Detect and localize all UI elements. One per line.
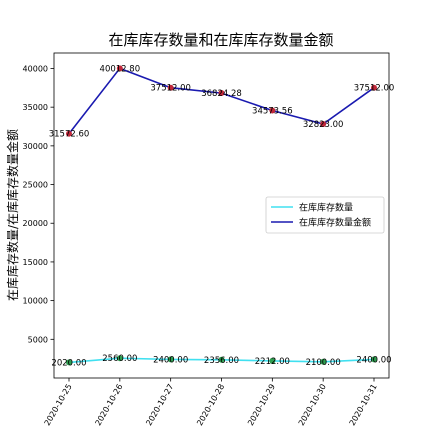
data-label: 31572.60 bbox=[49, 130, 90, 140]
data-point bbox=[167, 84, 174, 91]
data-point bbox=[66, 359, 72, 366]
data-label: 2100.00 bbox=[306, 358, 341, 368]
data-label: 2400.00 bbox=[153, 355, 188, 365]
data-label: 2560.00 bbox=[102, 354, 137, 364]
data-label: 2356.00 bbox=[204, 356, 239, 366]
legend-box bbox=[265, 196, 385, 234]
data-label: 2400.00 bbox=[356, 355, 391, 365]
data-label-layer: 2020.00 2560.00 2400.00 2356.00 2212.00 2100.… bbox=[49, 64, 395, 368]
data-label: 2020.00 bbox=[51, 358, 86, 368]
data-point bbox=[269, 107, 276, 114]
legend-label-quantity: 在库库存数量 bbox=[299, 202, 353, 214]
data-label: 37512.00 bbox=[150, 84, 191, 94]
data-point bbox=[371, 84, 377, 91]
data-point bbox=[320, 121, 327, 128]
data-point bbox=[320, 358, 327, 365]
y-tick-label: 25000 bbox=[23, 181, 48, 190]
data-point bbox=[218, 356, 225, 363]
data-point bbox=[167, 356, 174, 363]
y-axis-label: 在库库存数量/在库库存数量金额 bbox=[5, 129, 20, 301]
data-label: 2212.00 bbox=[255, 357, 290, 367]
data-label: 34573.56 bbox=[252, 106, 293, 116]
data-point bbox=[218, 90, 225, 97]
data-point bbox=[66, 130, 72, 137]
legend-label-amount: 在库库存数量金额 bbox=[299, 217, 371, 229]
y-tick-label: 20000 bbox=[23, 219, 48, 228]
series-layer bbox=[66, 65, 377, 366]
y-tick-label: 15000 bbox=[23, 258, 48, 267]
data-label: 32823.00 bbox=[303, 120, 344, 130]
data-label: 36824.28 bbox=[201, 89, 242, 99]
y-axis-ticks: 5000 10000 15000 20000 25000 30000 35000 40000 bbox=[23, 64, 54, 344]
data-point bbox=[269, 357, 276, 364]
y-tick-label: 5000 bbox=[28, 335, 48, 344]
y-tick-label: 30000 bbox=[23, 142, 48, 151]
data-point bbox=[116, 65, 123, 72]
y-tick-label: 35000 bbox=[23, 103, 48, 112]
legend: 在库库存数量 在库库存数量金额 bbox=[265, 196, 385, 234]
y-tick-label: 10000 bbox=[23, 297, 48, 306]
data-label: 37512.00 bbox=[354, 84, 395, 94]
data-point bbox=[116, 355, 123, 362]
y-tick-label: 40000 bbox=[23, 64, 48, 73]
data-label: 40012.80 bbox=[100, 64, 141, 74]
chart-title: 在库库存数量和在库库存数量金额 bbox=[108, 31, 333, 49]
data-point bbox=[371, 356, 377, 363]
